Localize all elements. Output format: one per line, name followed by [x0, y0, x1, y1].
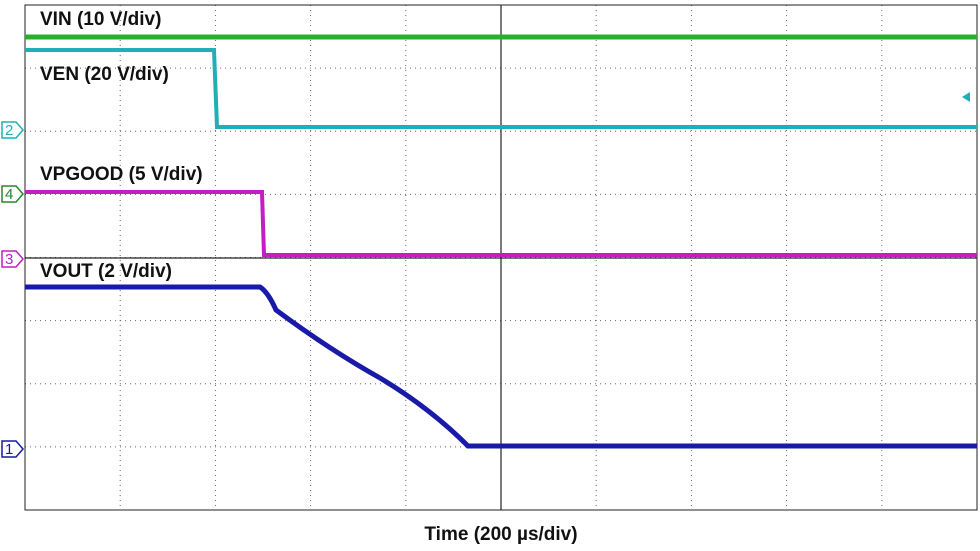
ch3-number: 3	[5, 251, 13, 268]
vin-label: VIN (10 V/div)	[40, 9, 161, 30]
ch2-marker: 2	[1, 121, 24, 139]
vpgood-label: VPGOOD (5 V/div)	[40, 164, 203, 185]
ch1-number: 1	[5, 441, 13, 458]
vpgood-trace	[25, 190, 977, 257]
ch4-number: 4	[5, 186, 13, 203]
trigger-arrow	[962, 92, 970, 102]
ven-label: VEN (20 V/div)	[40, 64, 169, 85]
vout-label: VOUT (2 V/div)	[40, 261, 172, 282]
vout-trace	[25, 284, 977, 449]
ch4-marker: 4	[1, 185, 24, 203]
ven-trace	[25, 48, 977, 129]
x-axis-label: Time (200 µs/div)	[424, 524, 577, 545]
ch3-marker: 3	[1, 250, 24, 268]
ch2-number: 2	[5, 122, 13, 139]
ch1-marker: 1	[1, 440, 24, 458]
